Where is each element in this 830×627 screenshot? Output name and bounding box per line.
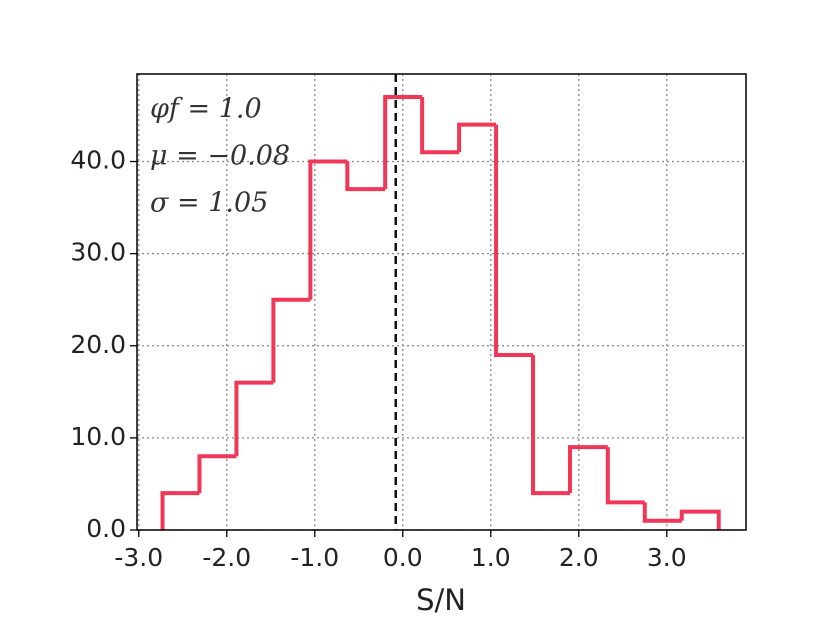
y-tick-label: 40.0 bbox=[70, 146, 126, 175]
histogram-step bbox=[679, 509, 721, 530]
x-tick-label: 2.0 bbox=[559, 543, 599, 572]
histogram-step bbox=[383, 95, 423, 190]
histogram-step bbox=[197, 454, 237, 494]
histogram-step bbox=[494, 124, 534, 357]
histogram-step bbox=[605, 447, 645, 505]
histogram-step bbox=[457, 122, 497, 153]
x-tick-label: -3.0 bbox=[114, 543, 163, 572]
x-axis-label: S/N bbox=[416, 583, 466, 617]
histogram-step bbox=[160, 491, 200, 530]
histogram-step bbox=[642, 502, 682, 523]
histogram-step bbox=[531, 354, 570, 496]
x-tick-label: -2.0 bbox=[202, 543, 251, 572]
annotation: φf = 1.0 bbox=[150, 94, 262, 125]
histogram-step bbox=[345, 161, 386, 192]
y-tick-label: 10.0 bbox=[70, 422, 126, 451]
y-tick-label: 0.0 bbox=[86, 514, 126, 543]
histogram-step bbox=[271, 297, 311, 383]
histogram-step bbox=[567, 445, 608, 494]
histogram-step bbox=[308, 159, 348, 300]
y-tick-label: 30.0 bbox=[70, 238, 126, 267]
y-tick-label: 20.0 bbox=[70, 330, 126, 359]
plot-frame bbox=[136, 73, 747, 531]
histogram-step bbox=[234, 380, 274, 457]
annotation: σ = 1.05 bbox=[150, 188, 268, 219]
x-tick-label: 0.0 bbox=[383, 543, 423, 572]
x-tick-label: 1.0 bbox=[471, 543, 511, 572]
annotation: μ = −0.08 bbox=[150, 141, 290, 172]
histogram-step bbox=[420, 97, 460, 155]
x-tick-label: 3.0 bbox=[647, 543, 687, 572]
x-tick-label: -1.0 bbox=[290, 543, 339, 572]
